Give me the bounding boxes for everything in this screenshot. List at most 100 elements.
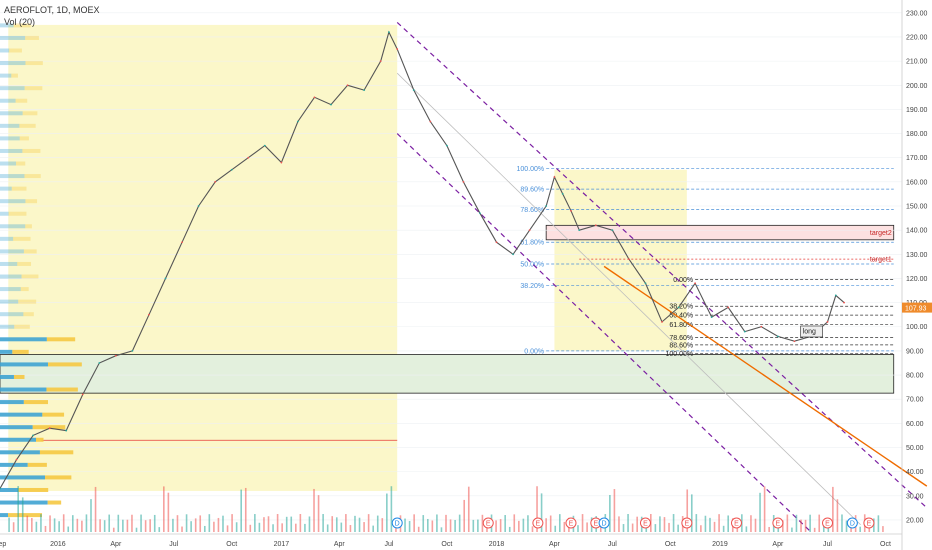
volume-bar xyxy=(581,514,584,532)
volume-profile-down xyxy=(13,374,25,379)
volume-bar xyxy=(436,514,438,532)
volume-bar xyxy=(563,521,566,532)
volume-bar xyxy=(240,489,242,532)
volume-profile-down xyxy=(14,324,30,329)
price-point xyxy=(611,229,614,232)
volume-bar xyxy=(618,516,620,532)
volume-bar xyxy=(354,515,356,532)
volume-bar xyxy=(677,524,679,532)
price-tick-label: 180.00 xyxy=(906,131,928,138)
price-point xyxy=(230,168,233,171)
volume-bar xyxy=(231,514,233,532)
volume-bar xyxy=(818,514,821,532)
volume-profile-down xyxy=(35,437,44,442)
volume-bar xyxy=(90,499,92,532)
volume-profile-up xyxy=(0,374,14,379)
volume-bar xyxy=(49,515,51,532)
volume-bar xyxy=(518,520,520,532)
event-marker xyxy=(565,517,577,529)
volume-bar xyxy=(754,518,757,532)
volume-profile-down xyxy=(25,224,32,229)
target1-label: target1 xyxy=(870,257,892,264)
volume-bar xyxy=(718,514,720,532)
price-point xyxy=(330,103,332,106)
event-marker xyxy=(863,517,875,529)
volume-bar xyxy=(427,518,429,532)
volume-profile-down xyxy=(13,236,31,241)
volume-bar xyxy=(395,526,397,532)
volume-bar xyxy=(750,515,752,532)
volume-profile-down xyxy=(46,387,78,392)
event-marker-label: E xyxy=(486,521,491,528)
event-marker xyxy=(822,517,834,529)
event-marker xyxy=(681,517,693,529)
volume-profile-up xyxy=(0,249,24,254)
volume-bar xyxy=(782,520,784,532)
volume-bar xyxy=(40,514,42,532)
fib1-level-label: 78.60% xyxy=(520,207,544,214)
volume-bar xyxy=(577,525,579,532)
volume-profile-down xyxy=(23,249,37,254)
volume-bar xyxy=(809,514,811,532)
last-price-badge xyxy=(902,302,932,313)
volume-bar xyxy=(768,526,770,532)
volume-bar xyxy=(17,486,19,532)
time-tick-label: 2018 xyxy=(489,541,505,548)
volume-profile-up xyxy=(0,236,14,241)
volume-bar xyxy=(549,515,552,532)
volume-bar xyxy=(185,514,188,532)
time-tick-label: Jul xyxy=(608,541,617,548)
volume-bar xyxy=(704,515,707,532)
volume-profile-up xyxy=(0,487,19,492)
volume-bar xyxy=(267,516,270,532)
time-tick-label: Jul xyxy=(823,541,832,548)
volume-bar xyxy=(35,521,38,532)
volume-bar xyxy=(467,486,470,532)
price-tick-label: 80.00 xyxy=(906,373,924,380)
price-point xyxy=(570,209,572,212)
volume-bar xyxy=(813,527,816,532)
price-point xyxy=(644,282,647,285)
volume-bar xyxy=(472,519,475,532)
volume-bar xyxy=(622,524,625,532)
price-tick-label: 150.00 xyxy=(906,204,928,211)
volume-profile-down xyxy=(11,73,18,78)
volume-bar xyxy=(372,525,374,532)
volume-bar xyxy=(454,520,456,532)
price-tick-label: 90.00 xyxy=(906,348,924,355)
event-marker xyxy=(482,517,494,529)
volume-profile-up xyxy=(0,412,43,417)
time-tick-label: Oct xyxy=(441,541,452,548)
volume-profile-up xyxy=(0,148,23,153)
volume-bar xyxy=(149,519,151,532)
time-tick-label: Sep xyxy=(0,541,6,548)
volume-bar xyxy=(94,486,97,532)
event-marker xyxy=(639,517,651,529)
target2-zone xyxy=(545,224,895,241)
range-highlight-fib xyxy=(554,169,687,351)
volume-bar xyxy=(417,526,420,532)
volume-profile-down xyxy=(13,23,31,28)
volume-profile-down xyxy=(42,412,65,417)
volume-bar xyxy=(422,515,425,532)
volume-bar xyxy=(672,514,675,532)
volume-bar xyxy=(504,515,506,532)
volume-profile-up xyxy=(0,61,26,66)
volume-bar xyxy=(531,526,534,532)
volume-bar xyxy=(58,521,60,532)
time-tick-label: Jul xyxy=(384,541,393,548)
fib1-level-label: 61.80% xyxy=(520,240,544,247)
time-tick-label: 2019 xyxy=(712,541,728,548)
event-marker-label: E xyxy=(536,521,541,528)
volume-profile-up xyxy=(0,287,21,292)
volume-profile-down xyxy=(23,400,49,405)
volume-profile-down xyxy=(19,136,29,141)
volume-bar xyxy=(700,525,702,532)
volume-bar xyxy=(463,499,466,532)
volume-bar xyxy=(345,514,347,532)
price-point xyxy=(826,321,829,323)
volume-bar xyxy=(122,519,124,532)
volume-label: Vol (20) xyxy=(4,17,36,27)
